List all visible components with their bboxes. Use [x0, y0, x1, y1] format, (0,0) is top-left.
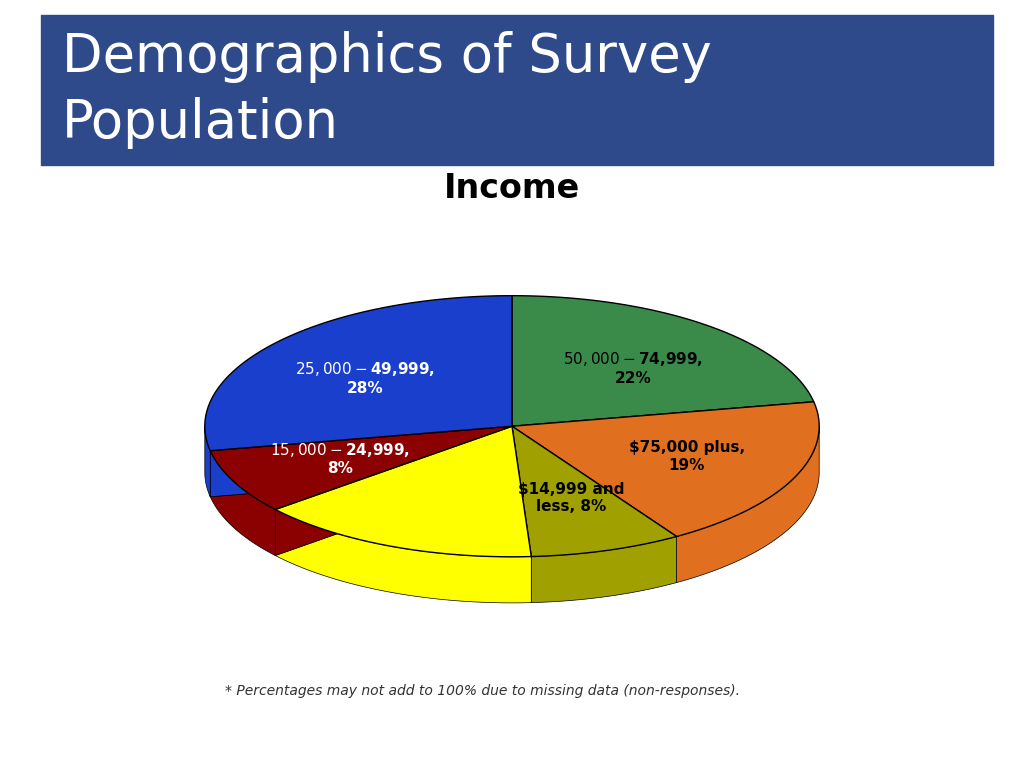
Polygon shape — [205, 426, 210, 497]
Polygon shape — [275, 426, 512, 555]
Polygon shape — [677, 427, 819, 583]
Polygon shape — [512, 296, 814, 426]
Text: $25,000-$49,999,
28%: $25,000-$49,999, 28% — [295, 360, 435, 396]
Polygon shape — [512, 426, 677, 557]
Polygon shape — [210, 426, 512, 509]
Text: $14,999 and
less, 8%: $14,999 and less, 8% — [517, 482, 624, 515]
Polygon shape — [210, 451, 275, 555]
Text: $50,000-$74,999,
22%: $50,000-$74,999, 22% — [563, 350, 703, 386]
Text: Income: Income — [443, 172, 581, 204]
Polygon shape — [275, 426, 512, 555]
Polygon shape — [512, 426, 677, 583]
Polygon shape — [275, 509, 531, 603]
Text: $75,000 plus,
19%: $75,000 plus, 19% — [629, 440, 744, 472]
Polygon shape — [531, 537, 677, 603]
Polygon shape — [210, 426, 512, 497]
Polygon shape — [275, 426, 531, 557]
Polygon shape — [512, 402, 819, 537]
Polygon shape — [512, 426, 531, 603]
Text: * Percentages may not add to 100% due to missing data (non-responses).: * Percentages may not add to 100% due to… — [225, 684, 740, 698]
Text: $15,000-$24,999,
8%: $15,000-$24,999, 8% — [269, 441, 410, 476]
Polygon shape — [512, 426, 531, 603]
Polygon shape — [512, 426, 677, 583]
Polygon shape — [210, 426, 512, 497]
Polygon shape — [205, 296, 512, 451]
Text: Demographics of Survey
Population: Demographics of Survey Population — [61, 31, 712, 150]
